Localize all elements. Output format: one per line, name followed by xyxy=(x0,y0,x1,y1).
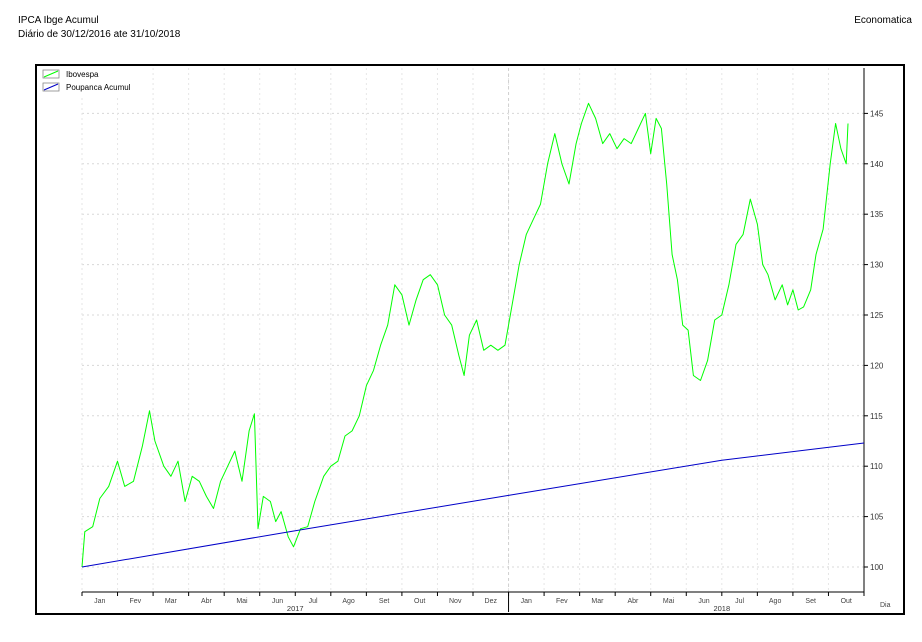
y-tick-label: 115 xyxy=(870,412,883,421)
x-tick-label: Jul xyxy=(735,598,744,605)
x-tick-label: Jun xyxy=(698,598,709,605)
chart-subtitle: Diário de 30/12/2016 ate 31/10/2018 xyxy=(18,29,181,40)
legend-label: Ibovespa xyxy=(66,70,99,79)
x-tick-label: Ago xyxy=(769,598,782,605)
y-axis-ticks: 100 105 110 115 120 125 130 135 140 145 xyxy=(864,109,884,572)
x-tick-label: Mar xyxy=(591,598,604,605)
x-tick-label: Out xyxy=(414,598,425,605)
y-tick-label: 100 xyxy=(870,563,884,572)
x-tick-label: Set xyxy=(805,598,816,605)
brand-label: Economatica xyxy=(854,15,912,26)
y-tick-label: 145 xyxy=(870,109,884,118)
legend: Ibovespa Poupanca Acumul xyxy=(40,68,145,96)
y-tick-label: 105 xyxy=(870,513,884,522)
y-tick-label: 130 xyxy=(870,261,884,270)
y-tick-label: 125 xyxy=(870,311,884,320)
x-tick-label: Jan xyxy=(94,598,105,605)
y-tick-label: 140 xyxy=(870,160,884,169)
year-label: 2018 xyxy=(713,604,730,613)
x-tick-label: Mai xyxy=(236,598,248,605)
y-tick-label: 120 xyxy=(870,361,884,370)
x-tick-label: Mar xyxy=(165,598,178,605)
x-tick-label: Dez xyxy=(485,598,498,605)
legend-swatch-line xyxy=(43,83,59,91)
x-tick-label: Set xyxy=(379,598,390,605)
x-tick-label: Abr xyxy=(628,598,640,605)
x-tick-label: Out xyxy=(841,598,852,605)
y-tick-label: 135 xyxy=(870,210,884,219)
x-tick-label: Jul xyxy=(309,598,318,605)
grid-lines xyxy=(81,68,865,592)
x-tick-label: Fev xyxy=(556,598,568,605)
x-axis-label: Dia xyxy=(880,602,891,609)
legend-swatch-line xyxy=(43,70,59,78)
x-tick-label: Nov xyxy=(449,598,462,605)
chart-title: IPCA Ibge Acumul xyxy=(18,15,99,26)
plot-frame xyxy=(35,64,905,615)
legend-label: Poupanca Acumul xyxy=(66,83,131,92)
series-line-1 xyxy=(81,442,865,568)
series-group xyxy=(81,102,865,568)
x-tick-label: Abr xyxy=(201,598,213,605)
x-tick-label: Ago xyxy=(342,598,355,605)
series-line-0 xyxy=(81,102,849,568)
x-tick-label: Mai xyxy=(663,598,675,605)
x-tick-label: Jan xyxy=(521,598,532,605)
x-tick-label: Jun xyxy=(272,598,283,605)
x-tick-label: Fev xyxy=(129,598,141,605)
x-axis-ticks: Jan Fev Mar Abr Mai Jun Jul Ago Set Out Nov Dez Jan F… xyxy=(81,592,865,613)
y-tick-label: 110 xyxy=(870,462,883,471)
year-label: 2017 xyxy=(287,604,304,613)
